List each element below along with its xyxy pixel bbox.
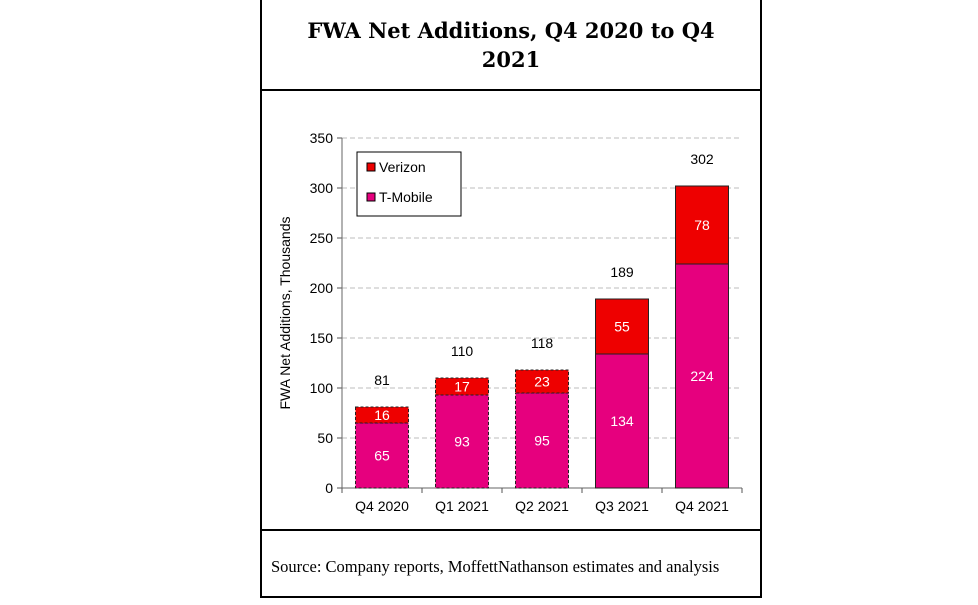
data-label-tmobile: 93 — [454, 434, 470, 450]
legend-label: Verizon — [379, 159, 426, 175]
bar-verizon — [355, 406, 409, 424]
y-tick-label: 150 — [310, 330, 334, 346]
bar-tmobile — [595, 353, 649, 489]
data-label-verizon: 16 — [374, 407, 390, 423]
legend-swatch — [366, 192, 376, 202]
source-box: Source: Company reports, MoffettNathanso… — [262, 531, 760, 598]
data-label-verizon: 23 — [534, 374, 550, 390]
x-tick-label: Q3 2021 — [595, 498, 649, 514]
data-label-tmobile: 224 — [690, 368, 714, 384]
y-axis-title: FWA Net Additions, Thousands — [277, 217, 293, 410]
data-label-total: 110 — [451, 343, 474, 359]
y-tick-label: 250 — [310, 230, 334, 246]
legend-label: T-Mobile — [379, 189, 433, 205]
x-tick-label: Q4 2020 — [355, 498, 409, 514]
x-tick-label: Q1 2021 — [435, 498, 489, 514]
data-label-total: 189 — [610, 264, 634, 280]
data-label-total: 118 — [531, 335, 554, 351]
chart-area: 0 50 100 150 200 250 300 350 FWA Net Additions, … — [262, 91, 760, 531]
data-label-total: 302 — [690, 151, 714, 167]
y-tick-label: 100 — [310, 380, 334, 396]
x-tick-label: Q4 2021 — [675, 498, 729, 514]
y-tick-label: 200 — [310, 280, 334, 296]
y-tick-label: 350 — [310, 130, 334, 146]
chart-frame: FWA Net Additions, Q4 2020 to Q4 2021 0 5… — [260, 0, 762, 598]
x-tick-label: Q2 2021 — [515, 498, 569, 514]
bar-tmobile — [675, 263, 729, 489]
bar-verizon — [435, 377, 489, 396]
source-note: Source: Company reports, MoffettNathanso… — [271, 557, 720, 576]
bar-verizon — [515, 369, 569, 394]
bar-tmobile — [435, 394, 489, 489]
data-label-tmobile: 95 — [534, 433, 550, 449]
y-tick-label: 50 — [317, 430, 333, 446]
data-label-tmobile: 134 — [610, 413, 634, 429]
data-label-total: 81 — [374, 372, 390, 388]
y-tick-label: 300 — [310, 180, 334, 196]
bar-verizon — [595, 298, 649, 355]
bar-verizon — [675, 185, 729, 265]
title-box: FWA Net Additions, Q4 2020 to Q4 2021 — [262, 0, 760, 91]
data-label-verizon: 55 — [614, 319, 630, 335]
data-label-verizon: 78 — [694, 217, 710, 233]
y-tick-label: 0 — [325, 480, 333, 496]
stacked-bar-chart: 0 50 100 150 200 250 300 350 FWA Net Additions, … — [277, 130, 743, 514]
chart-title: FWA Net Additions, Q4 2020 to Q4 2021 — [307, 17, 715, 72]
legend-swatch — [366, 162, 376, 172]
data-label-verizon: 17 — [454, 379, 470, 395]
data-label-tmobile: 65 — [374, 448, 390, 464]
